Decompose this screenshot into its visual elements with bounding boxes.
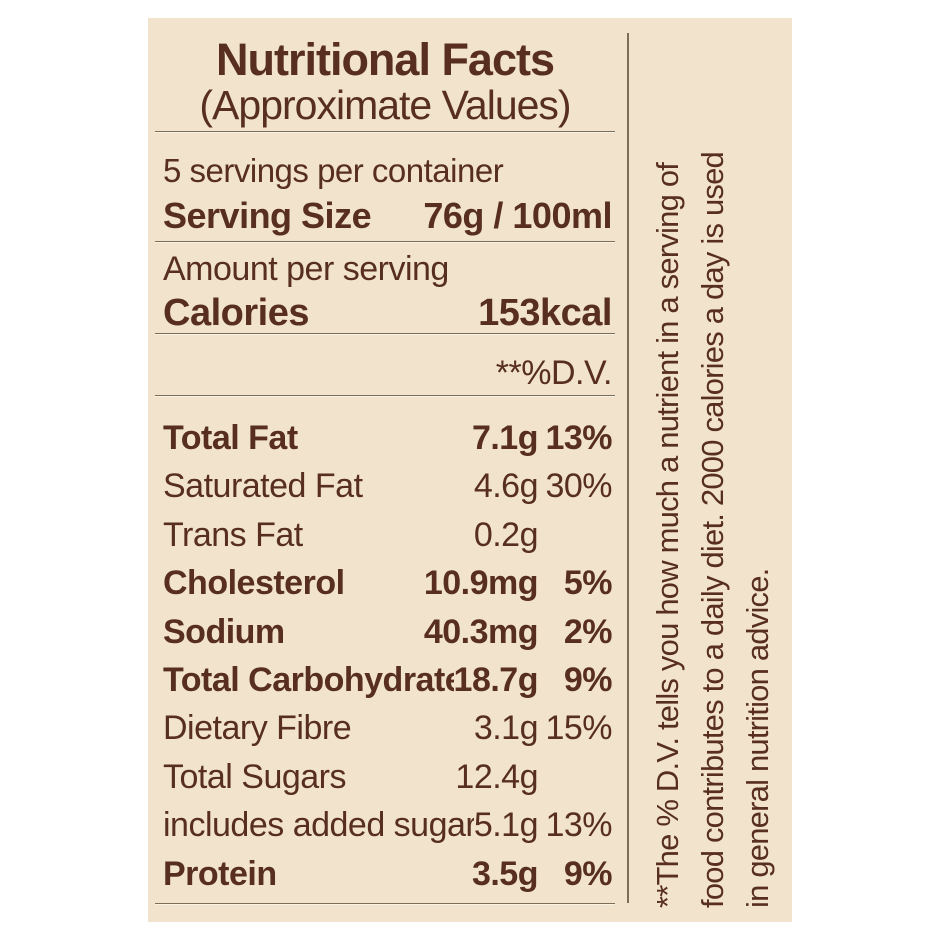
nutrient-name: Sodium bbox=[163, 612, 285, 651]
table-row: Protein 3.5g 9% bbox=[163, 850, 613, 898]
panel-subtitle: (Approximate Values) bbox=[199, 82, 571, 128]
amount-per-serving-text: Amount per serving bbox=[163, 250, 449, 288]
dv-footnote: **The % D.V. tells you how much a nutrie… bbox=[645, 28, 780, 908]
calories-value: 153kcal bbox=[478, 292, 612, 334]
calories-row: Calories 153kcal bbox=[163, 292, 612, 335]
nutrient-table: Total Fat 7.1g 13% Saturated Fat 4.6g 30… bbox=[163, 414, 613, 898]
nutrient-amount: 10.9mg bbox=[423, 564, 539, 603]
table-row: Total Carbohydrate 18.7g 9% bbox=[163, 656, 613, 704]
nutrient-name: Saturated Fat bbox=[163, 467, 363, 506]
nutrient-dv: 2% bbox=[563, 612, 613, 651]
nutrient-amount: 12.4g bbox=[455, 757, 538, 796]
divider-under-serving-size bbox=[155, 241, 615, 243]
dv-footnote-line: food contributes to a daily diet. 2000 c… bbox=[695, 152, 730, 908]
dv-footnote-line: **The % D.V. tells you how much a nutrie… bbox=[650, 162, 685, 908]
nutrient-name: includes added sugar bbox=[163, 806, 474, 845]
serving-size-row: Serving Size 76g / 100ml bbox=[163, 195, 612, 237]
nutrient-name: Total Sugars bbox=[163, 757, 347, 796]
panel-title: Nutritional Facts bbox=[215, 34, 555, 85]
nutrient-name: Total Carbohydrate bbox=[163, 660, 454, 699]
divider-under-calories bbox=[155, 333, 615, 335]
dv-column-header: **%D.V. bbox=[495, 354, 613, 392]
nutrient-dv: 30% bbox=[545, 467, 612, 506]
nutrient-dv: 9% bbox=[563, 854, 613, 893]
dv-header-row: **%D.V. bbox=[163, 354, 613, 393]
servings-per-container-text: 5 servings per container bbox=[163, 152, 504, 189]
nutrient-amount: 40.3mg bbox=[423, 612, 539, 651]
table-row: Sodium 40.3mg 2% bbox=[163, 608, 613, 656]
nutrient-name: Trans Fat bbox=[163, 515, 303, 554]
nutrient-dv: 9% bbox=[563, 660, 613, 699]
dv-footnote-line: in general nutrition advice. bbox=[740, 568, 775, 909]
nutrient-name: Protein bbox=[163, 854, 277, 893]
vertical-divider bbox=[627, 33, 629, 903]
table-row: Dietary Fibre 3.1g 15% bbox=[163, 704, 613, 752]
table-row: Trans Fat 0.2g bbox=[163, 511, 612, 559]
nutrient-dv: 13% bbox=[545, 806, 612, 845]
servings-per-container: 5 servings per container bbox=[163, 152, 612, 190]
divider-under-protein bbox=[155, 903, 615, 905]
nutrient-dv: 5% bbox=[563, 564, 613, 603]
nutrient-amount: 3.1g bbox=[473, 709, 539, 748]
table-row: Cholesterol 10.9mg 5% bbox=[163, 559, 613, 607]
nutrient-name: Cholesterol bbox=[163, 564, 345, 603]
serving-size-label: Serving Size bbox=[163, 195, 372, 236]
nutrient-dv: 13% bbox=[545, 419, 612, 457]
nutrient-amount: 5.1g bbox=[473, 806, 539, 845]
nutrient-amount: 4.6g bbox=[473, 467, 539, 506]
nutrition-facts-panel: Nutritional Facts (Approximate Values) 5… bbox=[148, 18, 792, 922]
divider-under-title bbox=[155, 131, 615, 133]
nutrient-name: Dietary Fibre bbox=[163, 709, 352, 748]
calories-label: Calories bbox=[163, 292, 309, 334]
divider-under-dv-header bbox=[155, 395, 615, 397]
nutrient-amount: 7.1g bbox=[471, 419, 539, 457]
table-row: includes added sugar 5.1g 13% bbox=[163, 801, 613, 849]
serving-size-value: 76g / 100ml bbox=[423, 195, 612, 236]
amount-per-serving: Amount per serving bbox=[163, 250, 612, 289]
table-row: Total Fat 7.1g 13% bbox=[163, 414, 613, 462]
nutrient-amount: 0.2g bbox=[473, 515, 539, 554]
nutrient-dv: 15% bbox=[545, 709, 612, 748]
table-row: Total Sugars 12.4g bbox=[163, 753, 612, 801]
nutrient-amount: 18.7g bbox=[453, 660, 539, 699]
nutrient-name: Total Fat bbox=[163, 419, 298, 457]
table-row: Saturated Fat 4.6g 30% bbox=[163, 462, 613, 510]
nutrient-amount: 3.5g bbox=[471, 854, 539, 893]
